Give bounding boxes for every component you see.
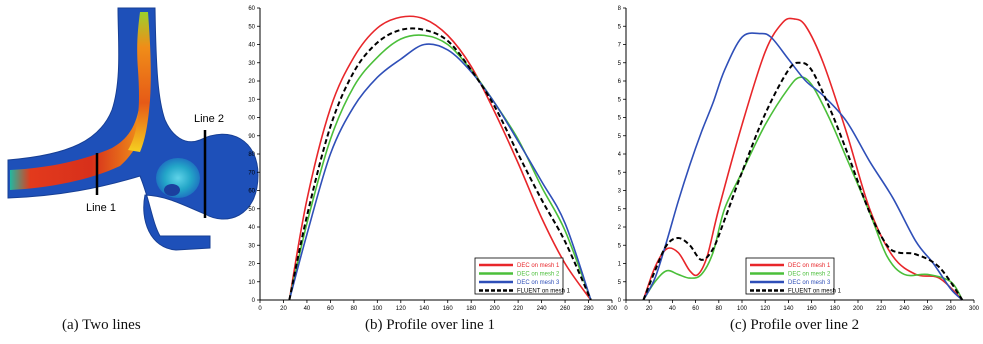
y-tick-label: 60 — [248, 189, 255, 195]
legend-label: DEC on mesh 1 — [517, 263, 560, 269]
chart-profile-line1: 0 20 40 60 80 100 120 140 160 180 200 220 240 260 280 3… — [248, 6, 618, 310]
y-tick-label: 100 — [248, 116, 256, 122]
x-tick-label: 120 — [760, 306, 771, 310]
y-tick-label: 20 — [248, 262, 255, 268]
x-tick-label: 260 — [923, 306, 934, 310]
x-tick-label: 60 — [327, 306, 334, 310]
y-tick-label: 10 — [248, 280, 255, 286]
y-tick-label: 130 — [248, 61, 256, 67]
y-tick-label: 30 — [248, 243, 255, 249]
x-tick-label: 240 — [899, 306, 910, 310]
x-tick-label: 240 — [537, 306, 548, 310]
y-tick-label: 7.5 — [618, 24, 622, 30]
x-tick-label: 300 — [607, 306, 618, 310]
y-tick-label: 6 — [618, 79, 622, 85]
series-line-3 — [288, 43, 592, 301]
x-tick-label: 100 — [372, 306, 383, 310]
caption-a: (a) Two lines — [62, 317, 141, 333]
y-tick-label: 8 — [618, 6, 622, 12]
top-branch-jet — [128, 12, 151, 152]
line2-label: Line 2 — [194, 113, 224, 125]
x-tick-label: 220 — [876, 306, 887, 310]
x-tick-label: 80 — [351, 306, 358, 310]
y-tick-label: 5.5 — [618, 97, 622, 103]
caption-b: (b) Profile over line 1 — [365, 317, 495, 333]
y-tick-label: 0 — [252, 298, 256, 304]
y-tick-label: 40 — [248, 225, 255, 231]
y-tick-label: 160 — [248, 6, 256, 12]
y-tick-label: 120 — [248, 79, 256, 85]
caption-c: (c) Profile over line 2 — [730, 317, 860, 333]
y-tick-label: 50 — [248, 207, 255, 213]
x-tick-label: 40 — [304, 306, 311, 310]
x-tick-label: 140 — [783, 306, 794, 310]
y-tick-label: 1 — [618, 262, 622, 268]
y-tick-label: 2.5 — [618, 207, 622, 213]
x-tick-label: 140 — [419, 306, 430, 310]
x-tick-label: 80 — [715, 306, 722, 310]
vessel-schematic: Line 1 Line 2 — [7, 7, 259, 251]
series-line-4 — [288, 27, 592, 301]
x-tick-label: 160 — [807, 306, 818, 310]
x-tick-label: 220 — [513, 306, 524, 310]
series-line-2 — [288, 34, 592, 301]
x-tick-label: 200 — [853, 306, 864, 310]
x-tick-label: 100 — [737, 306, 748, 310]
legend: DEC on mesh 1 DEC on mesh 2 DEC on mesh 3 F… — [474, 257, 571, 295]
x-tick-label: 120 — [396, 306, 407, 310]
y-tick-label: 5 — [618, 116, 622, 122]
y-tick-label: 4 — [618, 152, 622, 158]
y-tick-label: 3 — [618, 189, 622, 195]
series-line-3 — [642, 32, 963, 301]
x-tick-label: 0 — [258, 306, 262, 310]
y-tick-label: 90 — [248, 134, 255, 140]
legend-label: DEC on mesh 1 — [788, 263, 831, 269]
y-tick-label: 2 — [618, 225, 622, 231]
legend-label: DEC on mesh 3 — [517, 280, 560, 286]
y-tick-label: 70 — [248, 170, 255, 176]
series-line-2 — [642, 76, 964, 301]
y-tick-label: 0 — [618, 298, 622, 304]
x-tick-label: 160 — [443, 306, 454, 310]
vortex-core — [164, 184, 180, 196]
y-tick-label: 150 — [248, 24, 256, 30]
legend-label: DEC on mesh 3 — [788, 280, 831, 286]
y-tick-label: 1.5 — [618, 243, 622, 249]
y-tick-label: 7 — [618, 43, 622, 49]
x-tick-label: 20 — [280, 306, 287, 310]
y-tick-label: 80 — [248, 152, 255, 158]
legend-label: FLUENT on mesh 1 — [788, 289, 842, 295]
y-tick-label: 0.5 — [618, 280, 622, 286]
x-tick-label: 60 — [692, 306, 699, 310]
chart-profile-line2: 0 20 40 60 80 100 120 140 160 180 200 220 240 260 280 3… — [618, 6, 980, 310]
legend-label: DEC on mesh 2 — [517, 272, 560, 278]
x-tick-label: 200 — [490, 306, 501, 310]
x-tick-label: 300 — [969, 306, 980, 310]
y-tick-label: 3.5 — [618, 170, 622, 176]
series-line-1 — [642, 17, 963, 301]
x-tick-label: 180 — [466, 306, 477, 310]
y-tick-label: 110 — [248, 97, 256, 103]
x-tick-label: 180 — [830, 306, 841, 310]
y-tick-label: 6.5 — [618, 61, 622, 67]
x-tick-label: 280 — [584, 306, 595, 310]
series-line-4 — [642, 61, 964, 301]
y-tick-label: 4.5 — [618, 134, 622, 140]
x-tick-label: 0 — [624, 306, 628, 310]
line1-label: Line 1 — [86, 202, 116, 214]
legend: DEC on mesh 1 DEC on mesh 2 DEC on mesh 3 F… — [745, 257, 842, 295]
y-tick-label: 140 — [248, 43, 256, 49]
x-tick-label: 280 — [946, 306, 957, 310]
x-tick-label: 260 — [560, 306, 571, 310]
inlet-jet — [10, 100, 146, 190]
x-tick-label: 40 — [669, 306, 676, 310]
legend-label: DEC on mesh 2 — [788, 272, 831, 278]
legend-label: FLUENT on mesh 1 — [517, 289, 571, 295]
series-line-1 — [288, 15, 592, 301]
x-tick-label: 20 — [646, 306, 653, 310]
